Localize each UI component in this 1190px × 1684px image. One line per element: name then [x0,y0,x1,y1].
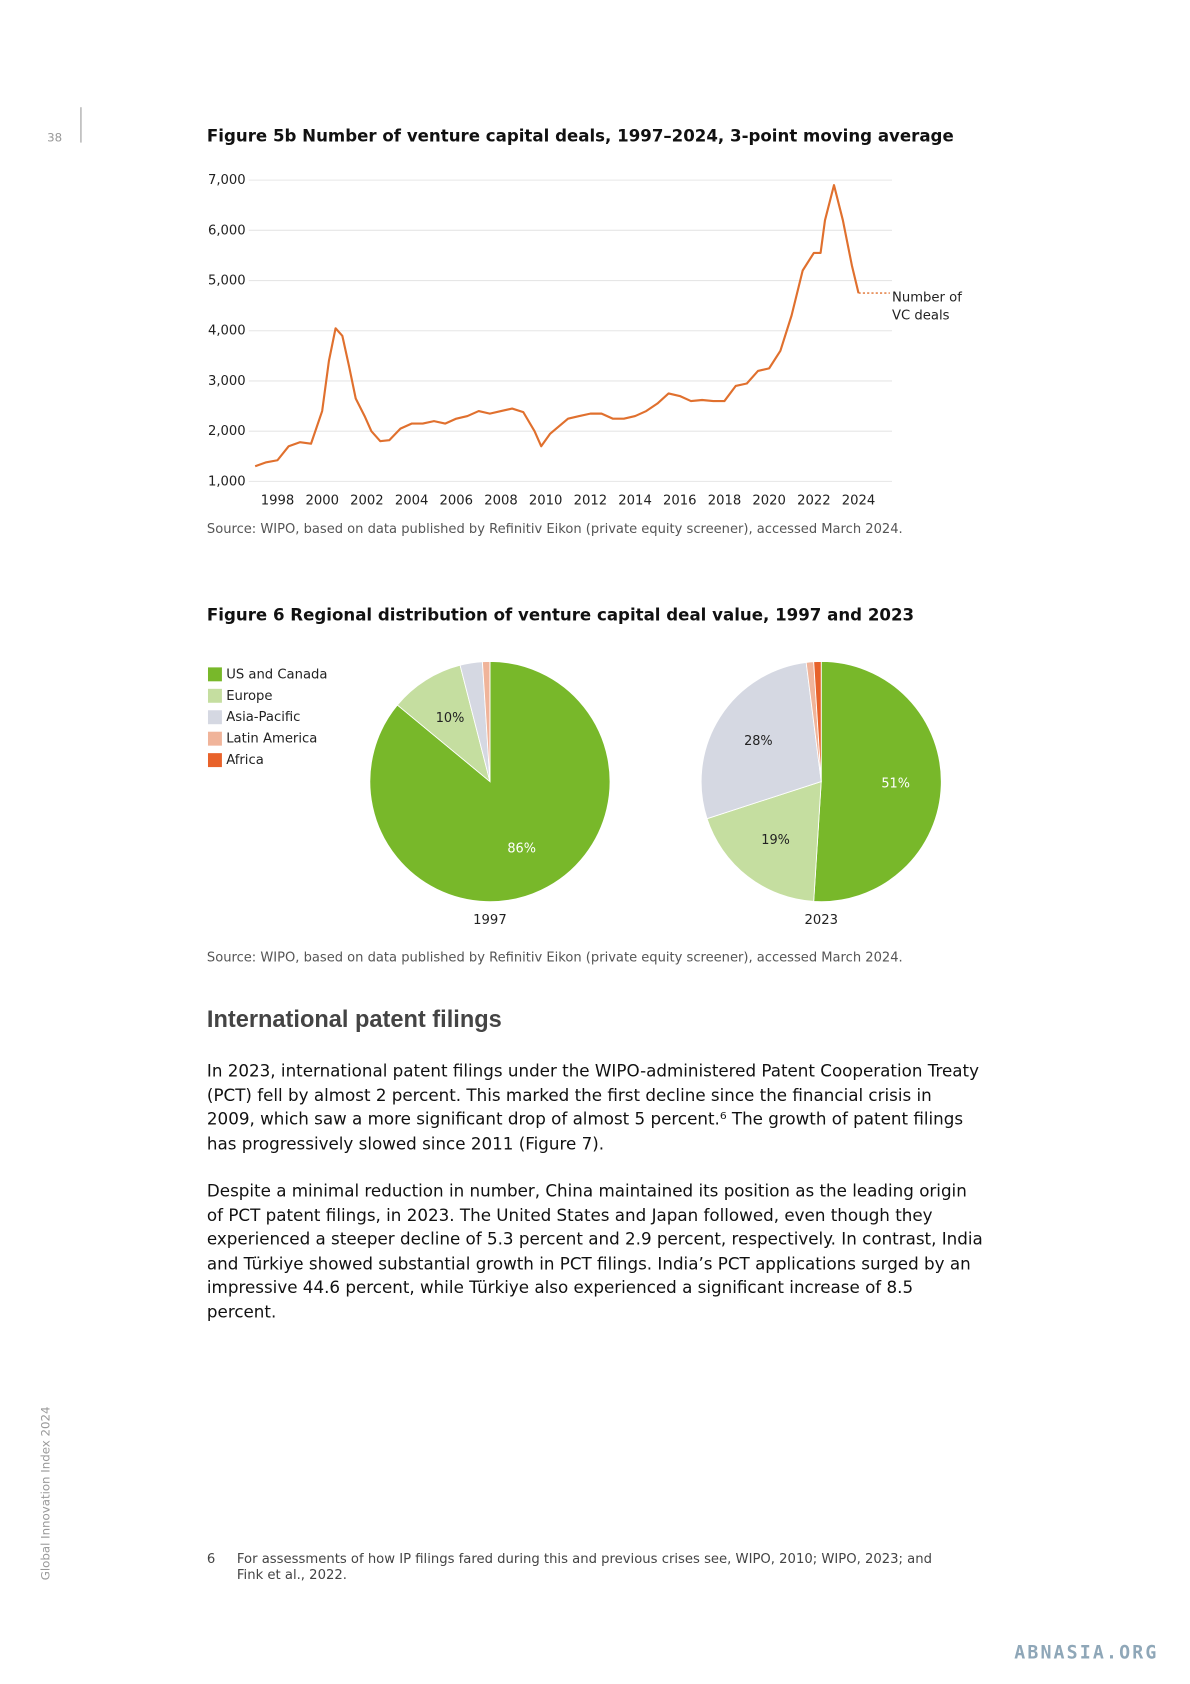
pie-slice [813,661,822,782]
pie-label: 2023 [804,913,838,928]
y-tick-label: 3,000 [208,374,246,389]
x-tick-label: 2024 [842,494,876,509]
side-label: Global Innovation Index 2024 [38,1406,53,1581]
y-tick-label: 4,000 [208,324,246,339]
pie-slice [813,661,942,903]
value-label: 19% [761,833,790,848]
footnote-number: 6 [206,1551,216,1567]
value-label: 51% [881,776,910,791]
value-label: 28% [744,734,773,749]
x-tick-label: 2018 [708,494,742,509]
legend-label: Latin America [226,732,317,747]
x-tick-label: 2022 [797,494,831,509]
footnote-text: For assessments of how IP filings fared … [236,1551,932,1583]
y-tick-label: 5,000 [208,274,246,289]
x-tick-label: 2016 [663,494,697,509]
figure-title: Figure 6 Regional distribution of ventur… [206,605,915,626]
paragraph: In 2023, international patent filings un… [206,1061,980,1154]
legend-label: Europe [226,689,272,704]
pie-slice [700,661,822,820]
x-tick-label: 2008 [484,494,518,509]
value-label: 86% [507,841,536,856]
legend-swatch [207,667,222,682]
pie-slice [706,780,822,902]
source-note: Source: WIPO, based on data published by… [206,521,903,537]
x-tick-label: 2006 [440,494,474,509]
page-number: 38 [47,130,63,145]
value-label: 10% [436,711,465,726]
source-note: Source: WIPO, based on data published by… [206,949,903,965]
section-heading: International patent filings [206,1005,502,1033]
x-tick-label: 2004 [395,494,429,509]
x-tick-label: 2002 [350,494,384,509]
x-tick-label: 2020 [752,494,786,509]
legend-label: US and Canada [226,667,327,682]
charts: 1,000 2,000 3,000 4,000 5,000 6,000 7,000 1998 2… [207,173,942,928]
legend-label: Asia-Pacific [226,710,300,725]
legend-swatch [207,688,222,703]
pie-slice [396,664,491,783]
y-tick-label: 2,000 [208,424,246,439]
y-tick-label: 6,000 [208,223,246,238]
x-tick-label: 2010 [529,494,563,509]
paragraph: Despite a minimal reduction in number, C… [206,1181,983,1322]
x-tick-label: 2014 [618,494,652,509]
x-tick-label: 2000 [305,494,339,509]
watermark: ABNASIA.ORG [1014,1642,1159,1664]
series-label: Number of VC deals [891,289,962,323]
legend-label: Africa [226,753,264,768]
legend-swatch [207,753,222,768]
y-tick-label: 7,000 [208,173,246,188]
legend-swatch [207,731,222,746]
x-tick-label: 2012 [574,494,608,509]
page-rule [80,107,82,143]
series-line [254,184,860,468]
y-tick-label: 1,000 [208,474,246,489]
x-tick-label: 1998 [261,494,295,509]
figure-title: Figure 5b Number of venture capital deal… [206,126,954,146]
pie-label: 1997 [473,913,507,928]
legend-swatch [207,710,222,725]
